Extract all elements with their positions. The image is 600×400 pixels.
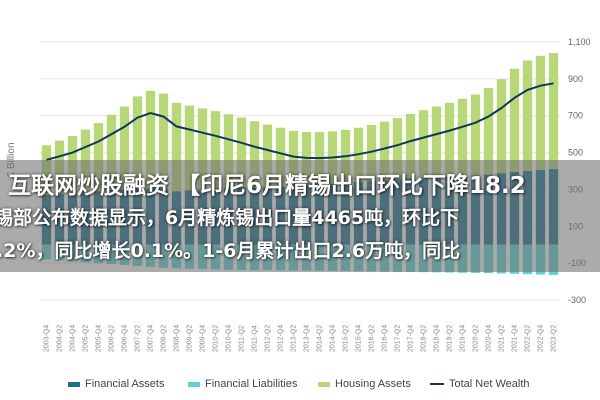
financial-liabilities-swatch xyxy=(188,381,200,387)
housing-assets-bar xyxy=(366,124,377,182)
housing-assets-swatch xyxy=(318,381,330,387)
x-tick-label: 2010-Q4 xyxy=(226,325,233,352)
housing-assets-bar xyxy=(548,53,559,170)
housing-assets-bar xyxy=(470,94,481,176)
housing-assets-bar xyxy=(405,113,416,179)
chart-legend: Financial Assets Financial Liabilities H… xyxy=(0,372,600,396)
x-tick-label: 2006-Q2 xyxy=(109,325,116,352)
housing-assets-bar xyxy=(119,106,130,190)
x-tick-label: 2015-Q2 xyxy=(343,325,350,352)
legend-label-financial-assets: Financial Assets xyxy=(85,378,165,390)
legend-item-financial-assets: Financial Assets xyxy=(68,378,164,390)
y-tick-label: 500 xyxy=(568,148,583,158)
x-tick-label: 2007-Q4 xyxy=(148,325,155,352)
x-tick-label: 2014-Q4 xyxy=(330,325,337,352)
housing-assets-bar xyxy=(392,118,403,180)
x-tick-label: 2013-Q4 xyxy=(304,325,311,352)
x-tick-label: 2016-Q4 xyxy=(382,325,389,352)
y-tick-label: -300 xyxy=(568,295,586,305)
x-tick-label: 2011-Q2 xyxy=(239,325,246,352)
x-tick-label: 2019-Q2 xyxy=(447,325,454,352)
x-tick-label: 2023-Q2 xyxy=(551,325,558,352)
x-tick-label: 2006-Q4 xyxy=(122,325,129,352)
housing-assets-bar xyxy=(522,60,533,171)
y-tick-label: 1,100 xyxy=(568,37,591,47)
x-tick-label: 2021-Q2 xyxy=(499,325,506,352)
x-tick-label: 2018-Q4 xyxy=(434,325,441,352)
legend-item-financial-liabilities: Financial Liabilities xyxy=(188,378,297,390)
x-tick-label: 2018-Q2 xyxy=(421,325,428,352)
housing-assets-bar xyxy=(262,124,273,188)
housing-assets-bar xyxy=(509,68,520,172)
total-net-wealth-swatch xyxy=(430,383,444,385)
housing-assets-bar xyxy=(197,108,208,190)
x-tick-label: 2012-Q4 xyxy=(278,325,285,352)
financial-assets-swatch xyxy=(68,381,80,387)
x-tick-label: 2016-Q2 xyxy=(369,325,376,352)
housing-assets-bar xyxy=(106,114,117,191)
x-tick-label: 2011-Q4 xyxy=(252,325,259,352)
x-tick-label: 2005-Q4 xyxy=(96,325,103,352)
x-tick-label: 2014-Q2 xyxy=(317,325,324,352)
x-tick-label: 2009-Q2 xyxy=(187,325,194,352)
x-tick-label: 2009-Q4 xyxy=(200,325,207,352)
x-tick-label: 2015-Q4 xyxy=(356,325,363,352)
housing-assets-bar xyxy=(444,102,455,177)
x-tick-label: 2012-Q2 xyxy=(265,325,272,352)
x-tick-label: 2021-Q4 xyxy=(512,325,519,352)
legend-item-total-net-wealth: Total Net Wealth xyxy=(430,378,530,390)
housing-assets-bar xyxy=(236,117,247,188)
legend-item-housing-assets: Housing Assets xyxy=(318,378,411,390)
x-tick-label: 2010-Q2 xyxy=(213,325,220,352)
housing-assets-bar xyxy=(132,96,143,189)
housing-assets-bar xyxy=(379,121,390,181)
legend-label-financial-liabilities: Financial Liabilities xyxy=(205,378,298,390)
legend-label-housing-assets: Housing Assets xyxy=(335,378,411,390)
overlay-text-line-3: .2%，同比增长0.1%。1-6月累计出口2.6万吨，同比 xyxy=(0,240,461,262)
housing-assets-bar xyxy=(184,105,195,191)
x-tick-label: 2004-Q2 xyxy=(57,325,64,352)
y-tick-label: 700 xyxy=(568,111,583,121)
news-overlay-banner: 互联网炒股融资 【印尼6月精锡出口环比下降18.2 锡部公布数据显示，6月精炼锡… xyxy=(0,160,600,272)
housing-assets-bar xyxy=(496,79,507,174)
housing-assets-bar xyxy=(171,102,182,192)
y-tick-label: 900 xyxy=(568,74,583,84)
x-tick-label: 2013-Q2 xyxy=(291,325,298,352)
x-tick-label: 2005-Q2 xyxy=(83,325,90,352)
x-tick-label: 2019-Q4 xyxy=(460,325,467,352)
x-tick-label: 2008-Q2 xyxy=(161,325,168,352)
housing-assets-bar xyxy=(145,90,156,189)
x-tick-label: 2022-Q2 xyxy=(525,325,532,352)
x-tick-label: 2020-Q4 xyxy=(486,325,493,352)
x-tick-label: 2008-Q4 xyxy=(174,325,181,352)
housing-assets-bar xyxy=(249,121,260,188)
housing-assets-bar xyxy=(288,130,299,187)
housing-assets-bar xyxy=(483,88,494,175)
x-tick-label: 2003-Q4 xyxy=(44,325,51,352)
x-tick-label: 2007-Q2 xyxy=(135,325,142,352)
housing-assets-bars xyxy=(41,53,559,195)
x-tick-label: 2017-Q2 xyxy=(395,325,402,352)
housing-assets-bar xyxy=(158,93,169,190)
housing-assets-bar xyxy=(535,55,546,171)
total-net-wealth-line xyxy=(46,82,554,161)
housing-assets-bar xyxy=(275,127,286,187)
x-tick-label: 2004-Q4 xyxy=(70,325,77,352)
housing-assets-bar xyxy=(223,114,234,188)
x-tick-label: 2022-Q4 xyxy=(538,325,545,352)
housing-assets-bar xyxy=(210,111,221,189)
overlay-text-line-2: 锡部公布数据显示，6月精炼锡出口量4465吨，环比下 xyxy=(0,207,460,229)
x-axis-ticks: 2003-Q4 2004-Q2 2004-Q4 2005-Q2 2005-Q4 2006-… xyxy=(44,325,558,352)
legend-label-total-net-wealth: Total Net Wealth xyxy=(449,378,530,390)
x-tick-label: 2017-Q4 xyxy=(408,325,415,352)
housing-assets-bar xyxy=(457,98,468,177)
housing-assets-bar xyxy=(431,106,442,178)
overlay-text-line-1: 互联网炒股融资 【印尼6月精锡出口环比下降18.2 xyxy=(8,173,526,199)
x-tick-label: 2020-Q2 xyxy=(473,325,480,352)
housing-assets-bar xyxy=(418,110,429,179)
housing-assets-bar xyxy=(93,123,104,192)
